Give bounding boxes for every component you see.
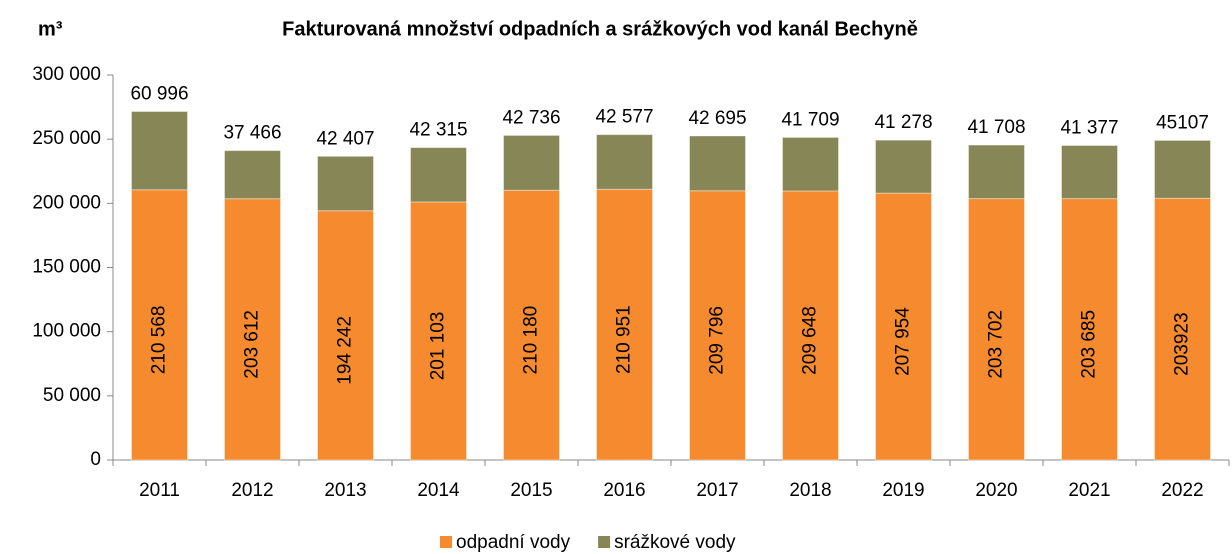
value-label: 42 577 bbox=[595, 107, 653, 128]
x-tick-label: 2011 bbox=[139, 480, 180, 501]
x-tick-label: 2022 bbox=[1161, 480, 1203, 501]
value-label: 203923 bbox=[1172, 312, 1193, 375]
bar-segment bbox=[503, 134, 560, 191]
y-tick-label: 50 000 bbox=[43, 385, 101, 406]
value-label: 45107 bbox=[1156, 112, 1209, 133]
legend-label: srážkové vody bbox=[614, 532, 736, 553]
value-label: 210 951 bbox=[614, 305, 635, 374]
bar-segment bbox=[596, 134, 653, 190]
x-tick-label: 2020 bbox=[975, 480, 1017, 501]
y-tick-label: 250 000 bbox=[32, 128, 101, 149]
chart-title: Fakturovaná množství odpadních a srážkov… bbox=[282, 18, 918, 40]
x-tick-label: 2021 bbox=[1068, 480, 1110, 501]
x-tick-label: 2018 bbox=[789, 480, 831, 501]
value-label: 41 377 bbox=[1060, 118, 1118, 139]
y-tick-label: 150 000 bbox=[32, 257, 101, 278]
x-tick-label: 2016 bbox=[603, 480, 645, 501]
value-label: 42 315 bbox=[409, 120, 467, 141]
x-tick-label: 2017 bbox=[696, 480, 738, 501]
bar-segment bbox=[410, 147, 467, 203]
value-label: 42 695 bbox=[688, 108, 746, 129]
bar-segment bbox=[1061, 145, 1118, 200]
bar-segment bbox=[131, 189, 188, 461]
y-tick-label: 200 000 bbox=[32, 192, 101, 213]
bar-segment bbox=[503, 189, 560, 461]
bar-segment bbox=[224, 198, 281, 461]
value-label: 207 954 bbox=[893, 307, 914, 376]
value-label: 42 407 bbox=[316, 128, 374, 149]
value-label: 41 708 bbox=[967, 117, 1025, 138]
y-axis-label: m³ bbox=[38, 18, 63, 40]
value-label: 194 242 bbox=[335, 316, 356, 385]
bar-segment bbox=[596, 188, 653, 461]
bar-segment bbox=[875, 139, 932, 194]
x-tick-label: 2015 bbox=[510, 480, 552, 501]
y-tick-label: 0 bbox=[90, 449, 101, 470]
bar-segment bbox=[689, 190, 746, 461]
value-label: 37 466 bbox=[223, 123, 281, 144]
bar-segment bbox=[875, 192, 932, 461]
value-label: 203 612 bbox=[242, 310, 263, 379]
value-label: 41 709 bbox=[781, 109, 839, 130]
bar-segment bbox=[317, 210, 374, 461]
value-label: 42 736 bbox=[502, 107, 560, 128]
value-label: 210 180 bbox=[521, 306, 542, 375]
legend-swatch bbox=[598, 536, 611, 548]
y-tick-label: 100 000 bbox=[32, 321, 101, 342]
bar-segment bbox=[968, 144, 1025, 200]
bar-segment bbox=[1154, 139, 1211, 199]
bar-segment bbox=[1061, 198, 1118, 461]
bar-segment bbox=[1154, 197, 1211, 461]
x-tick-label: 2019 bbox=[882, 480, 924, 501]
value-label: 210 568 bbox=[149, 306, 170, 375]
bar-segment bbox=[689, 135, 746, 192]
legend-swatch bbox=[440, 536, 452, 548]
value-label: 41 278 bbox=[874, 112, 932, 133]
y-tick-label: 300 000 bbox=[32, 64, 101, 85]
legend-label: odpadní vody bbox=[456, 532, 571, 553]
value-label: 209 648 bbox=[800, 306, 821, 375]
value-label: 60 996 bbox=[130, 84, 188, 105]
bar-segment bbox=[131, 110, 188, 191]
x-tick-label: 2013 bbox=[324, 480, 366, 501]
x-tick-label: 2012 bbox=[231, 480, 273, 501]
x-tick-label: 2014 bbox=[417, 480, 460, 501]
bar-segment bbox=[968, 198, 1025, 461]
value-label: 203 702 bbox=[986, 310, 1007, 379]
bar-segment bbox=[224, 150, 281, 200]
value-label: 209 796 bbox=[707, 306, 728, 375]
value-label: 203 685 bbox=[1079, 310, 1100, 379]
value-label: 201 103 bbox=[428, 312, 449, 381]
bar-segment bbox=[317, 155, 374, 212]
bar-segment bbox=[782, 136, 839, 192]
